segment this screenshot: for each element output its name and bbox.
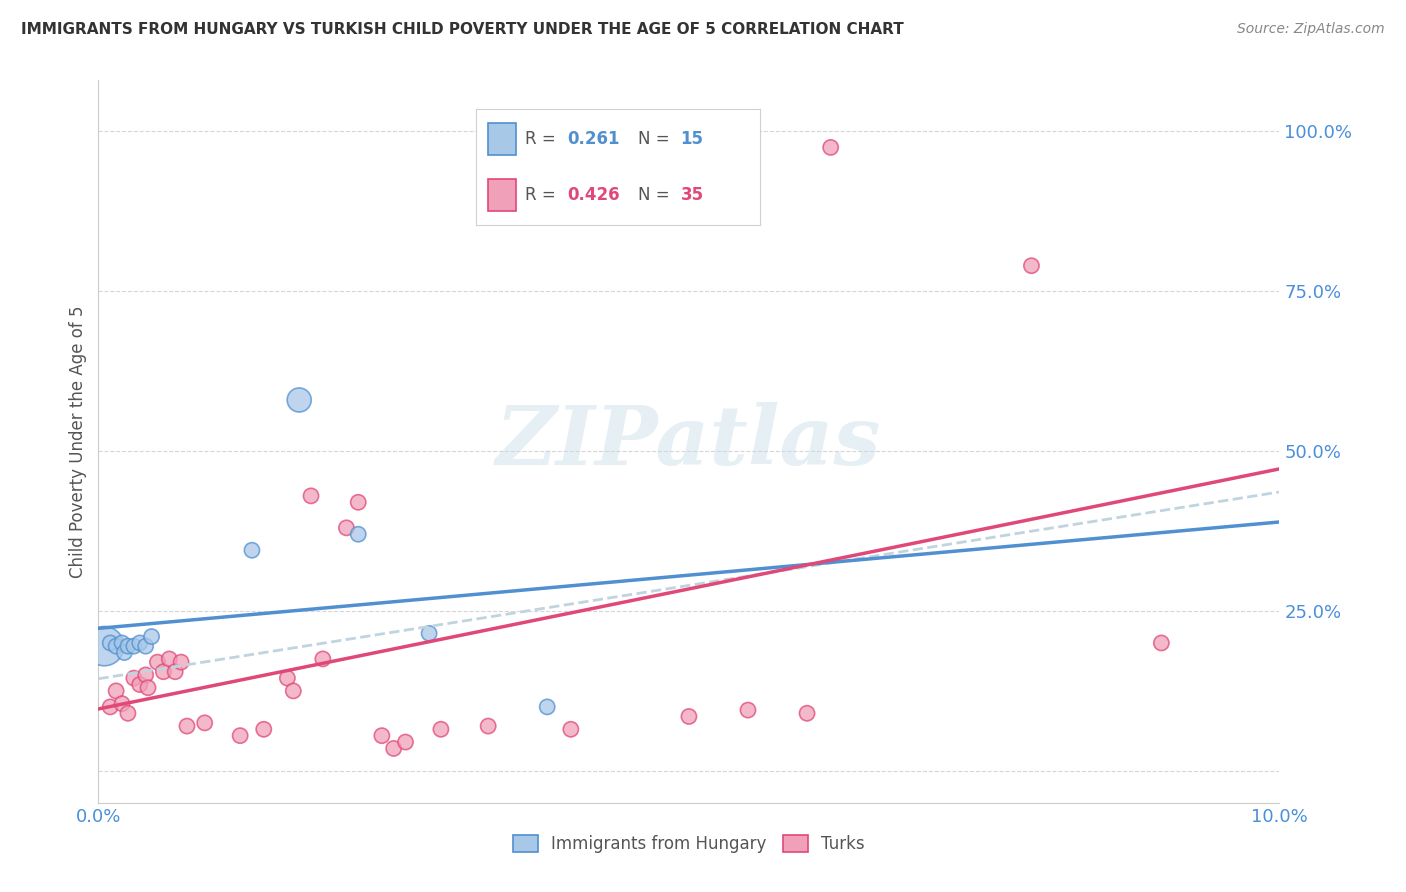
Point bbox=[98, 636, 121, 650]
Point bbox=[240, 543, 263, 558]
Point bbox=[737, 703, 759, 717]
Point bbox=[117, 706, 139, 721]
Point bbox=[1150, 636, 1173, 650]
Point bbox=[477, 719, 499, 733]
Point bbox=[430, 723, 453, 737]
Point bbox=[371, 729, 394, 743]
Point bbox=[560, 723, 582, 737]
Point bbox=[105, 639, 128, 653]
Point bbox=[111, 636, 134, 650]
Point bbox=[117, 639, 139, 653]
Point bbox=[347, 527, 370, 541]
Point bbox=[93, 639, 115, 653]
Point bbox=[253, 723, 276, 737]
Point bbox=[111, 697, 134, 711]
Point bbox=[194, 715, 217, 730]
Point bbox=[276, 671, 298, 685]
Point bbox=[283, 684, 305, 698]
Point bbox=[128, 636, 150, 650]
Point bbox=[152, 665, 174, 679]
Point bbox=[820, 140, 842, 154]
Text: Source: ZipAtlas.com: Source: ZipAtlas.com bbox=[1237, 22, 1385, 37]
Point bbox=[170, 655, 193, 669]
Point bbox=[418, 626, 440, 640]
Point bbox=[382, 741, 405, 756]
Point bbox=[335, 521, 357, 535]
Point bbox=[135, 639, 157, 653]
Point bbox=[146, 655, 169, 669]
Point bbox=[105, 684, 128, 698]
Point bbox=[536, 699, 558, 714]
Point bbox=[128, 677, 150, 691]
Point bbox=[347, 495, 370, 509]
Point bbox=[136, 681, 159, 695]
Point bbox=[135, 668, 157, 682]
Point bbox=[141, 630, 163, 644]
Point bbox=[176, 719, 198, 733]
Point bbox=[122, 671, 145, 685]
Point bbox=[122, 639, 145, 653]
Point bbox=[229, 729, 252, 743]
Point bbox=[1021, 259, 1043, 273]
Point bbox=[288, 392, 311, 407]
Text: IMMIGRANTS FROM HUNGARY VS TURKISH CHILD POVERTY UNDER THE AGE OF 5 CORRELATION : IMMIGRANTS FROM HUNGARY VS TURKISH CHILD… bbox=[21, 22, 904, 37]
Point bbox=[299, 489, 322, 503]
Text: ZIPatlas: ZIPatlas bbox=[496, 401, 882, 482]
Point bbox=[165, 665, 187, 679]
Point bbox=[98, 699, 121, 714]
Point bbox=[796, 706, 818, 721]
Point bbox=[394, 735, 416, 749]
Point bbox=[678, 709, 700, 723]
Point bbox=[112, 646, 135, 660]
Point bbox=[312, 652, 335, 666]
Point bbox=[157, 652, 180, 666]
Y-axis label: Child Poverty Under the Age of 5: Child Poverty Under the Age of 5 bbox=[69, 305, 87, 578]
Legend: Immigrants from Hungary, Turks: Immigrants from Hungary, Turks bbox=[506, 828, 872, 860]
